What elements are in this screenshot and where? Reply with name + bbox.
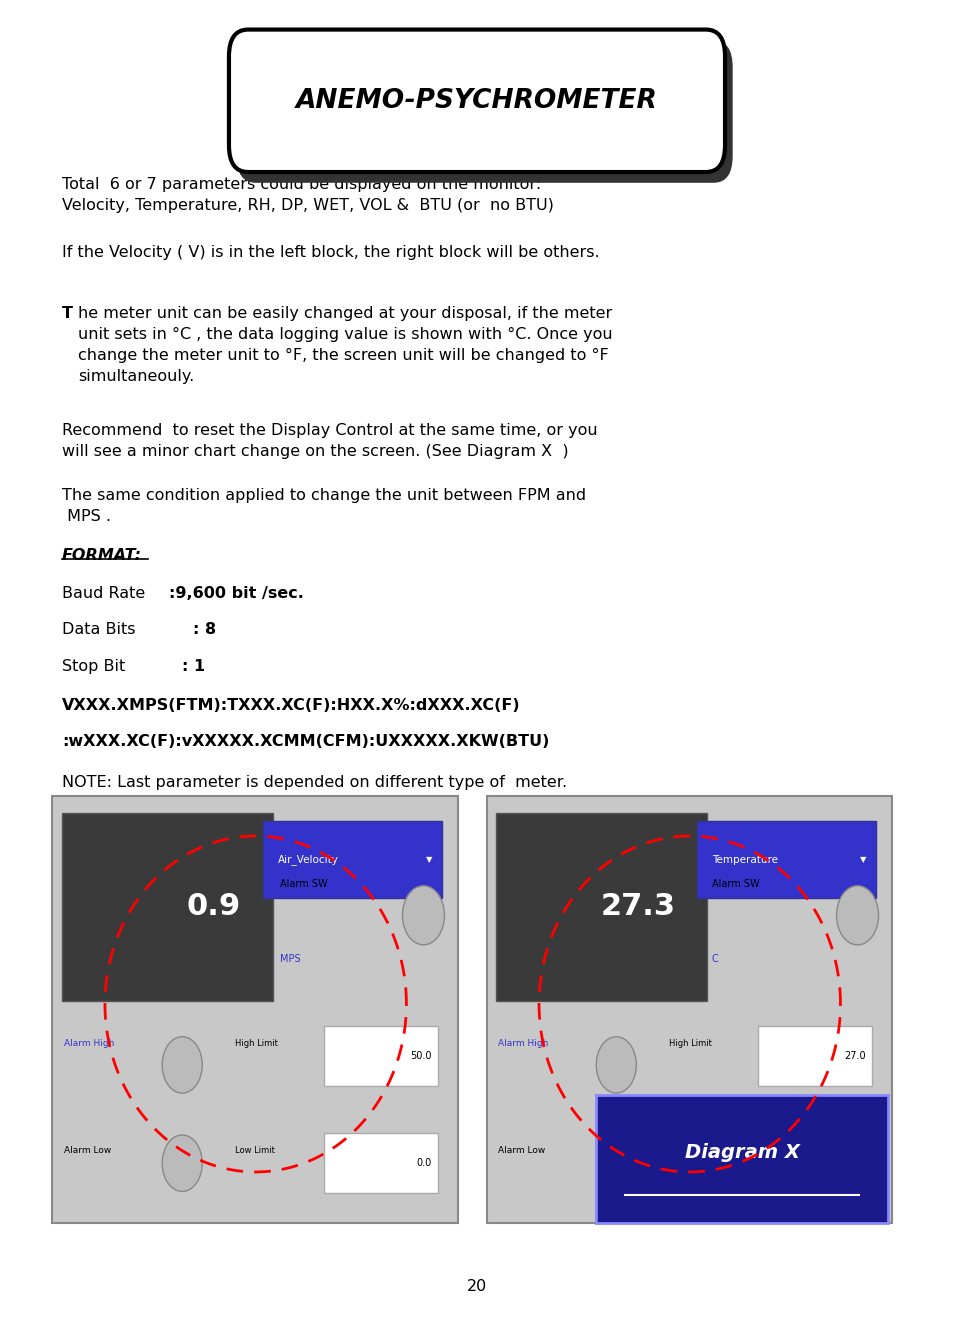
Text: T: T (62, 306, 73, 321)
Circle shape (596, 1036, 636, 1093)
FancyBboxPatch shape (52, 796, 457, 1223)
Circle shape (836, 886, 878, 945)
Text: Stop Bit: Stop Bit (62, 659, 140, 673)
Text: Baud Rate: Baud Rate (62, 586, 151, 601)
FancyBboxPatch shape (263, 821, 441, 898)
Text: MPS: MPS (279, 954, 300, 965)
Text: FORMAT:: FORMAT: (62, 548, 142, 563)
Circle shape (162, 1134, 202, 1191)
Text: he meter unit can be easily changed at your disposal, if the meter
unit sets in : he meter unit can be easily changed at y… (78, 306, 612, 384)
FancyBboxPatch shape (697, 821, 875, 898)
Text: : 8: : 8 (193, 622, 215, 637)
Text: NOTE: Last parameter is depended on different type of  meter.: NOTE: Last parameter is depended on diff… (62, 775, 566, 790)
Text: 0.9: 0.9 (187, 892, 241, 921)
Text: Alarm SW: Alarm SW (279, 879, 327, 890)
FancyBboxPatch shape (236, 40, 732, 183)
Text: Alarm High: Alarm High (64, 1039, 114, 1048)
Text: Total  6 or 7 parameters could be displayed on the monitor:
Velocity, Temperatur: Total 6 or 7 parameters could be display… (62, 177, 554, 214)
FancyBboxPatch shape (486, 796, 891, 1223)
FancyBboxPatch shape (229, 30, 724, 172)
FancyBboxPatch shape (596, 1095, 887, 1223)
FancyBboxPatch shape (62, 813, 273, 1001)
Text: : 1: : 1 (182, 659, 205, 673)
Text: The same condition applied to change the unit between FPM and
 MPS .: The same condition applied to change the… (62, 488, 585, 524)
Text: 20: 20 (466, 1278, 487, 1294)
Text: ANEMO-PSYCHROMETER: ANEMO-PSYCHROMETER (295, 87, 658, 114)
FancyBboxPatch shape (758, 1027, 871, 1086)
Text: ▼: ▼ (860, 855, 865, 864)
Text: VXXX.XMPS(FTM):TXXX.XC(F):HXX.X%:dXXX.XC(F): VXXX.XMPS(FTM):TXXX.XC(F):HXX.X%:dXXX.XC… (62, 698, 520, 712)
Text: Diagram X: Diagram X (684, 1142, 799, 1163)
Text: Alarm SW: Alarm SW (711, 879, 759, 890)
Circle shape (402, 886, 444, 945)
Text: Alarm Low: Alarm Low (64, 1146, 112, 1154)
Text: Air_Velocity: Air_Velocity (277, 855, 338, 866)
Text: :9,600 bit /sec.: :9,600 bit /sec. (169, 586, 303, 601)
FancyBboxPatch shape (496, 813, 706, 1001)
Text: Temperature: Temperature (711, 855, 777, 864)
Text: C: C (711, 954, 718, 965)
Text: Recommend  to reset the Display Control at the same time, or you
will see a mino: Recommend to reset the Display Control a… (62, 423, 597, 460)
Text: High Limit: High Limit (668, 1039, 711, 1048)
Text: ▼: ▼ (426, 855, 432, 864)
Text: High Limit: High Limit (234, 1039, 277, 1048)
FancyBboxPatch shape (324, 1027, 437, 1086)
Text: :wXXX.XC(F):vXXXXX.XCMM(CFM):UXXXXX.XKW(BTU): :wXXX.XC(F):vXXXXX.XCMM(CFM):UXXXXX.XKW(… (62, 734, 549, 749)
Text: Alarm Low: Alarm Low (497, 1146, 545, 1154)
Text: Data Bits: Data Bits (62, 622, 151, 637)
Text: 50.0: 50.0 (410, 1051, 431, 1062)
Text: Alarm High: Alarm High (497, 1039, 548, 1048)
Circle shape (596, 1134, 636, 1191)
Text: If the Velocity ( V) is in the left block, the right block will be others.: If the Velocity ( V) is in the left bloc… (62, 245, 599, 259)
FancyBboxPatch shape (324, 1133, 437, 1193)
Circle shape (162, 1036, 202, 1093)
Text: 0.0: 0.0 (416, 1159, 431, 1168)
Text: Low Limit: Low Limit (668, 1146, 708, 1154)
Text: 27.0: 27.0 (843, 1051, 864, 1062)
Text: Low Limit: Low Limit (234, 1146, 274, 1154)
Text: 27.3: 27.3 (599, 892, 675, 921)
